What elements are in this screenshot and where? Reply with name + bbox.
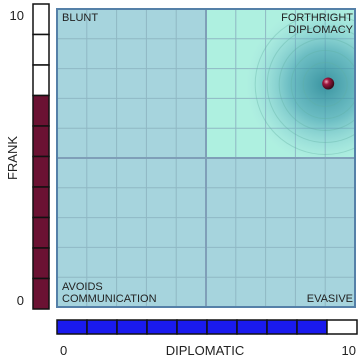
blob-ring	[290, 50, 355, 119]
frank-bar-segment	[32, 64, 50, 97]
x-tick-max: 10	[342, 343, 356, 358]
diplomatic-bar-segment	[116, 319, 148, 335]
frank-bar-segment	[32, 155, 50, 188]
quadrant-label-line: DIPLOMACY	[288, 24, 353, 36]
frank-bar-segment	[32, 277, 50, 310]
x-tick-min: 0	[60, 343, 67, 358]
blob-ring	[254, 14, 355, 155]
y-tick-max: 10	[10, 8, 24, 23]
quadrant-label-blunt: BLUNT	[62, 12, 98, 24]
quadrant-label-avoids-communication: AVOIDS COMMUNICATION	[62, 281, 157, 305]
frank-bar-segment	[32, 3, 50, 36]
frank-bar-segment	[32, 125, 50, 158]
diplomatic-bar-segment	[146, 319, 178, 335]
quadrant-label-line: AVOIDS	[62, 281, 103, 293]
frank-bar-segment	[32, 247, 50, 280]
x-axis-label: DIPLOMATIC	[166, 343, 245, 358]
diplomatic-bar-segment	[266, 319, 298, 335]
blob-ring	[302, 62, 348, 107]
diplomatic-bar-segment	[86, 319, 118, 335]
quadrant-label-line: FORTHRIGHT	[281, 12, 353, 24]
diplomatic-bar-segment	[296, 319, 328, 335]
diplomatic-bar-segment	[176, 319, 208, 335]
diplomatic-bar-segment	[206, 319, 238, 335]
quadrant-label-line: BLUNT	[62, 12, 98, 24]
frank-bar-segment	[32, 94, 50, 127]
y-tick-min: 0	[17, 293, 24, 308]
frank-bar-segment	[32, 186, 50, 219]
diplomatic-bar-segment	[326, 319, 358, 335]
blob-ring	[278, 38, 355, 131]
confidence-rings	[254, 14, 355, 155]
quadrant-label-line: EVASIVE	[307, 293, 353, 305]
plot-frame	[56, 8, 356, 308]
quadrant-label-forthright-diplomacy: FORTHRIGHT DIPLOMACY	[281, 12, 354, 36]
diplomatic-bar-segment	[236, 319, 268, 335]
quadrant-label-evasive: EVASIVE	[307, 293, 353, 305]
y-axis-label: FRANK	[5, 136, 20, 180]
data-point	[322, 77, 335, 90]
confidence-blob	[245, 9, 355, 165]
quadrant-label-line: COMMUNICATION	[62, 293, 157, 305]
diplomatic-bar-segment	[56, 319, 88, 335]
frank-bar-segment	[32, 216, 50, 249]
diplomatic-score-bar	[56, 319, 358, 335]
frank-score-bar	[32, 3, 50, 310]
blob-ring	[266, 26, 355, 143]
frank-bar-segment	[32, 33, 50, 66]
